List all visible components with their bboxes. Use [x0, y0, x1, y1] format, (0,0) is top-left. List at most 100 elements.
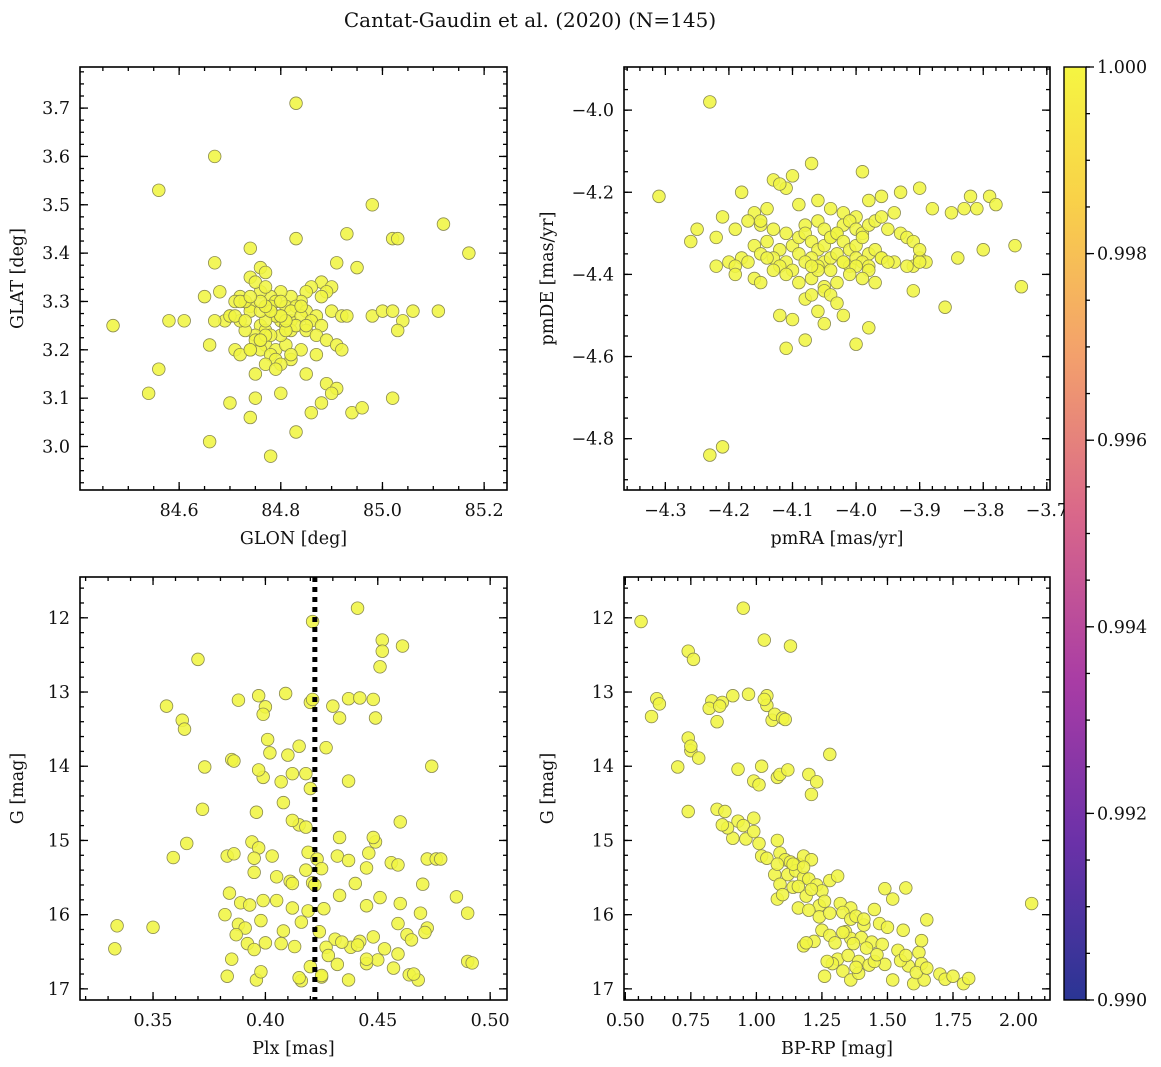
data-point [783, 639, 798, 653]
data-point [299, 766, 313, 781]
data-point [243, 410, 257, 425]
data-point [841, 948, 855, 963]
data-point [920, 913, 934, 927]
data-point [1024, 896, 1039, 911]
data-point [247, 942, 261, 957]
data-point [862, 193, 876, 208]
data-point [859, 941, 874, 955]
data-point [449, 890, 464, 904]
data-point [715, 440, 730, 454]
data-point [823, 747, 837, 762]
data-point [684, 739, 698, 753]
data-point [644, 709, 659, 724]
data-point [330, 957, 345, 972]
data-point [925, 201, 940, 216]
data-point [741, 214, 755, 228]
data-point [1014, 280, 1029, 294]
data-point [299, 367, 313, 381]
data-point [912, 255, 927, 269]
data-point [213, 285, 227, 299]
y-axis-title: G [mag] [538, 753, 558, 824]
data-point [760, 851, 774, 865]
data-point [791, 879, 806, 894]
data-point [332, 830, 347, 845]
data-point [836, 308, 851, 323]
data-point [811, 304, 825, 319]
data-point [263, 449, 278, 463]
data-point [868, 275, 882, 290]
data-point [828, 936, 842, 950]
data-point [407, 967, 421, 981]
data-point [886, 892, 900, 906]
data-point [887, 206, 901, 220]
data-point [1008, 238, 1022, 253]
x-tick-label: 1.25 [802, 1011, 841, 1031]
data-point [781, 763, 795, 777]
x-tick-label: 85.0 [363, 501, 402, 521]
data-point [951, 251, 965, 265]
data-point [395, 639, 410, 653]
x-axis-title: pmRA [mas/yr] [771, 529, 904, 549]
data-point [393, 815, 407, 829]
y-tick-label: −4.4 [572, 265, 615, 285]
data-point [385, 391, 400, 405]
x-tick-label: −4.2 [708, 501, 751, 521]
data-point [912, 243, 927, 257]
data-point [238, 314, 252, 328]
data-point [285, 813, 300, 828]
y-axis-title: GLAT [deg] [8, 228, 28, 329]
data-point [736, 818, 750, 833]
data-point [197, 289, 212, 304]
data-point [373, 660, 387, 674]
data-point [460, 906, 475, 920]
data-point [292, 739, 306, 753]
data-point [436, 217, 451, 231]
data-point [350, 260, 364, 275]
axes-frame [79, 66, 508, 491]
data-point [247, 851, 261, 865]
y-tick-label: 15 [592, 831, 614, 851]
data-point [741, 255, 755, 269]
data-point [309, 347, 324, 362]
x-axis-title: BP-RP [mag] [781, 1039, 893, 1059]
x-tick-label: 1.75 [934, 1011, 973, 1031]
data-point [251, 763, 266, 777]
colorbar-ticks: 0.990 0.992 0.994 0.996 0.998 1.000 [1086, 58, 1147, 1011]
x-tick-label: −3.9 [898, 501, 941, 521]
data-point [294, 915, 309, 929]
panel-bprp-g: 0.50 0.75 1.00 1.25 1.50 1.75 2.00 12 13 14 15 16 17… [538, 576, 1051, 1059]
data-point [465, 956, 479, 970]
data-point [218, 907, 232, 922]
data-point [404, 933, 419, 947]
panel-pmra-pmde: −4.3 −4.2 −4.1 −4.0 −3.9 −3.8 −3.7 −4.8 −4.6 −4.4… [538, 66, 1068, 549]
data-point [792, 197, 806, 212]
data-point [330, 849, 345, 863]
data-point [224, 952, 239, 966]
data-point [766, 263, 781, 277]
x-axis-title: Plx [mas] [252, 1039, 334, 1059]
data-point [198, 760, 212, 774]
data-point [692, 751, 706, 765]
data-point [299, 820, 313, 834]
data-point [353, 691, 367, 705]
data-point [251, 689, 266, 703]
data-point [413, 906, 428, 920]
data-point [779, 226, 793, 241]
data-point [258, 265, 273, 280]
data-point [830, 296, 844, 310]
data-point [341, 774, 356, 788]
y-tick-label: 3.5 [42, 196, 70, 216]
data-point [870, 948, 884, 962]
data-point [289, 96, 303, 110]
data-point [238, 921, 252, 935]
data-point [208, 256, 222, 270]
data-point [177, 722, 192, 736]
data-point [304, 405, 318, 420]
data-point [341, 853, 356, 868]
x-tick-label: 2.00 [999, 1011, 1038, 1031]
x-tick-label: 0.50 [471, 1011, 510, 1031]
data-point [159, 699, 174, 713]
data-point [862, 321, 876, 335]
data-point [912, 181, 927, 195]
data-point [652, 189, 666, 204]
